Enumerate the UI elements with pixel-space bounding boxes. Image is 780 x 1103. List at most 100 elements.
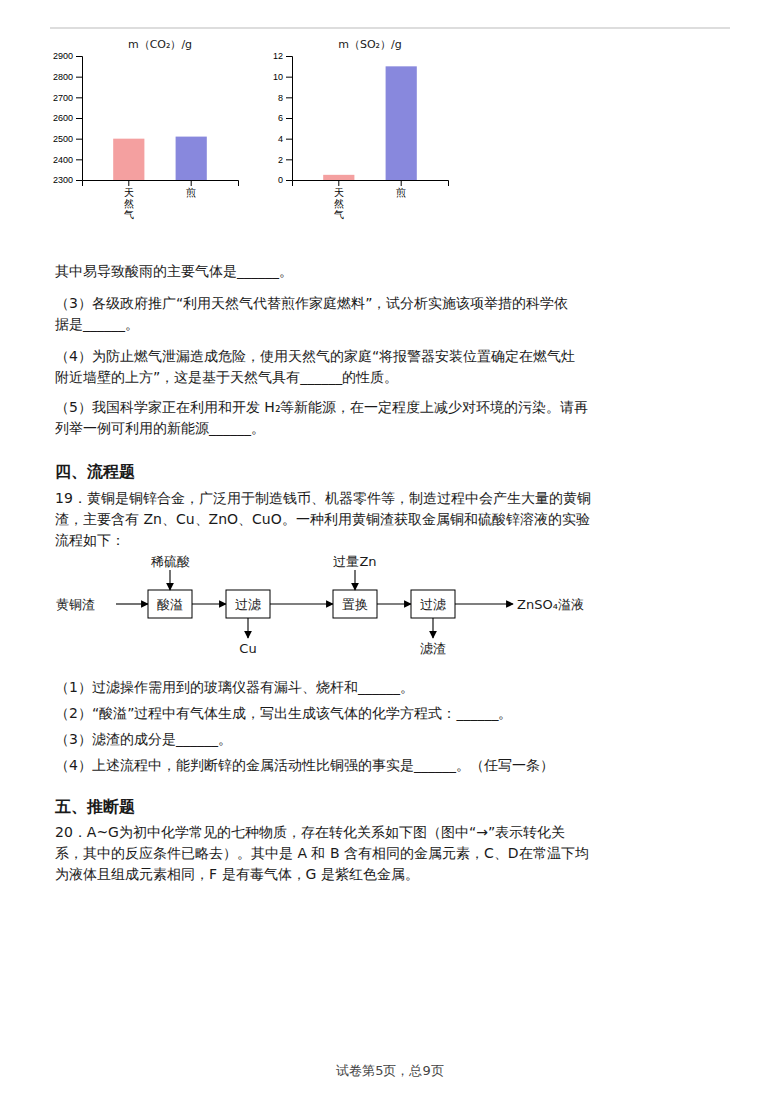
y-axis: 0 2 4 6 8 10 12 [273, 51, 293, 185]
text-line: 列举一例可利用的新能源______。 [55, 420, 265, 436]
text-line: 据是______。 [55, 316, 139, 332]
tick-label: 6 [278, 113, 283, 123]
text-line: （4）为防止燃气泄漏造成危险，使用天然气的家庭“将报警器安装位置确定在燃气灶 [55, 348, 575, 364]
text-line: 其中易导致酸雨的主要气体是______。 [55, 263, 293, 279]
tick-mark [128, 180, 129, 186]
tick-label-line: 气 [334, 209, 344, 220]
bar [386, 66, 417, 180]
tick-label-line: 然 [334, 198, 344, 209]
tick-label: 2800 [53, 72, 73, 82]
chart-title: m（SO₂）/g [338, 38, 401, 51]
flow-label: 黄铜渣 [56, 597, 95, 612]
flow-arrow [116, 603, 148, 604]
tick: 2700 [53, 93, 82, 103]
flow-box [148, 590, 192, 618]
flow-label: 置换 [342, 597, 368, 612]
tick-label: 天然气 [124, 187, 134, 220]
flow-label: 酸溢 [157, 597, 183, 612]
flow-arrow [169, 570, 170, 590]
flow-arrow [354, 570, 355, 590]
flow-box [411, 590, 455, 618]
flow-label: 过滤 [420, 597, 446, 612]
tick-label: 2900 [53, 51, 73, 61]
text-line: 渣，主要含有 Zn、Cu、ZnO、CuO。一种利用黄铜渣获取金属铜和硫酸锌溶液的… [55, 511, 590, 527]
axis-line [76, 57, 83, 181]
tick-mark [76, 139, 82, 140]
text-line: （1）过滤操作需用到的玻璃仪器有漏斗、烧杆和______。 [55, 679, 414, 695]
tick-mark [191, 180, 192, 186]
tick: 12 [273, 51, 292, 61]
flow-label: 滤渣 [420, 641, 446, 656]
tick-mark [76, 77, 82, 78]
tick-label-line: 气 [124, 209, 134, 220]
tick-mark [76, 56, 82, 57]
flow-box [333, 590, 377, 618]
tick-label: 10 [273, 72, 283, 82]
tick-label: 2400 [53, 155, 73, 165]
tick-label: 煎 [396, 187, 406, 198]
tick-mark [286, 56, 292, 57]
tick-label: 煎 [186, 187, 196, 198]
text-line: （3）各级政府推广“利用天然气代替煎作家庭燃料”，试分析实施该项举措的科学依 [55, 295, 568, 311]
flow-label: 稀硫酸 [151, 554, 190, 569]
tick-mark [76, 159, 82, 160]
tick-mark [401, 180, 402, 186]
page-label: 试卷第5页，总9页 [336, 1063, 444, 1078]
bar-chart: 2300240025002600270028002900天然气煎m（CO₂）/g [53, 38, 239, 655]
tick: 2 [278, 155, 292, 165]
y-axis: 2300240025002600270028002900 [53, 51, 83, 185]
tick-mark [286, 97, 292, 98]
tick-mark [76, 97, 82, 98]
tick: 煎 [186, 180, 196, 198]
tick-mark [286, 118, 292, 119]
tick-mark [76, 118, 82, 119]
text-line: 19．黄铜是铜锌合金，广泛用于制造钱币、机器零件等，制造过程中会产生大量的黄铜 [55, 490, 591, 506]
axis-line [293, 181, 449, 187]
tick: 2300 [53, 175, 82, 185]
tick: 10 [273, 72, 292, 82]
tick: 0 [278, 175, 292, 185]
axis-line [83, 181, 239, 187]
flow-diagram: 黄铜渣酸溢过滤置换过滤ZnSO₄溢液稀硫酸过量ZnCu滤渣 [56, 554, 584, 656]
bar [113, 139, 144, 180]
text-line: 为液体且组成元素相同，F 是有毒气体，G 是紫红色金属。 [55, 866, 419, 882]
tick: 天然气 [124, 180, 134, 220]
flow-label: 过量Zn [333, 554, 376, 569]
tick: 2900 [53, 51, 82, 61]
bar [323, 175, 354, 180]
tick-label-line: 煎 [186, 187, 196, 198]
tick-label-line: 天 [334, 187, 344, 198]
bars [113, 137, 207, 180]
flow-arrow [455, 603, 513, 604]
text-line: （5）我国科学家正在利用和开发 H₂等新能源，在一定程度上减少对环境的污染。请再 [55, 399, 589, 415]
page-rule [50, 28, 730, 29]
flow-arrow [270, 603, 333, 604]
text-line: 20．A~G为初中化学常见的七种物质，存在转化关系如下图（图中“→”表示转化关 [55, 824, 565, 840]
tick-label: 2300 [53, 175, 73, 185]
tick: 8 [278, 93, 292, 103]
tick-label: 2 [278, 155, 283, 165]
tick-mark [286, 77, 292, 78]
flow-arrow [432, 618, 433, 638]
text-line: 附近墙壁的上方”，这是基于天然气具有______的性质。 [55, 369, 398, 385]
tick-label: 12 [273, 51, 283, 61]
x-axis: 天然气 煎 [83, 180, 239, 220]
tick-label: 天然气 [334, 187, 344, 220]
tick: 4 [278, 134, 292, 144]
section-title: 五、推断题 [54, 797, 135, 816]
axis-line [286, 57, 293, 181]
tick-mark [338, 180, 339, 186]
flow-label: 过滤 [235, 597, 261, 612]
flow-label: ZnSO₄溢液 [517, 597, 584, 612]
bars [323, 66, 417, 180]
tick-mark [286, 139, 292, 140]
tick-mark [76, 180, 82, 181]
bar [176, 137, 207, 180]
text-line: 系，其中的反应条件已略去）。其中是 A 和 B 含有相同的金属元素，C、D在常温… [55, 845, 589, 861]
flow-box [226, 590, 270, 618]
tick: 2600 [53, 113, 82, 123]
x-axis: 天然气 煎 [293, 180, 449, 220]
tick-label-line: 天 [124, 187, 134, 198]
chart-title: m（CO₂）/g [128, 38, 192, 51]
text-line: 流程如下： [55, 532, 125, 548]
